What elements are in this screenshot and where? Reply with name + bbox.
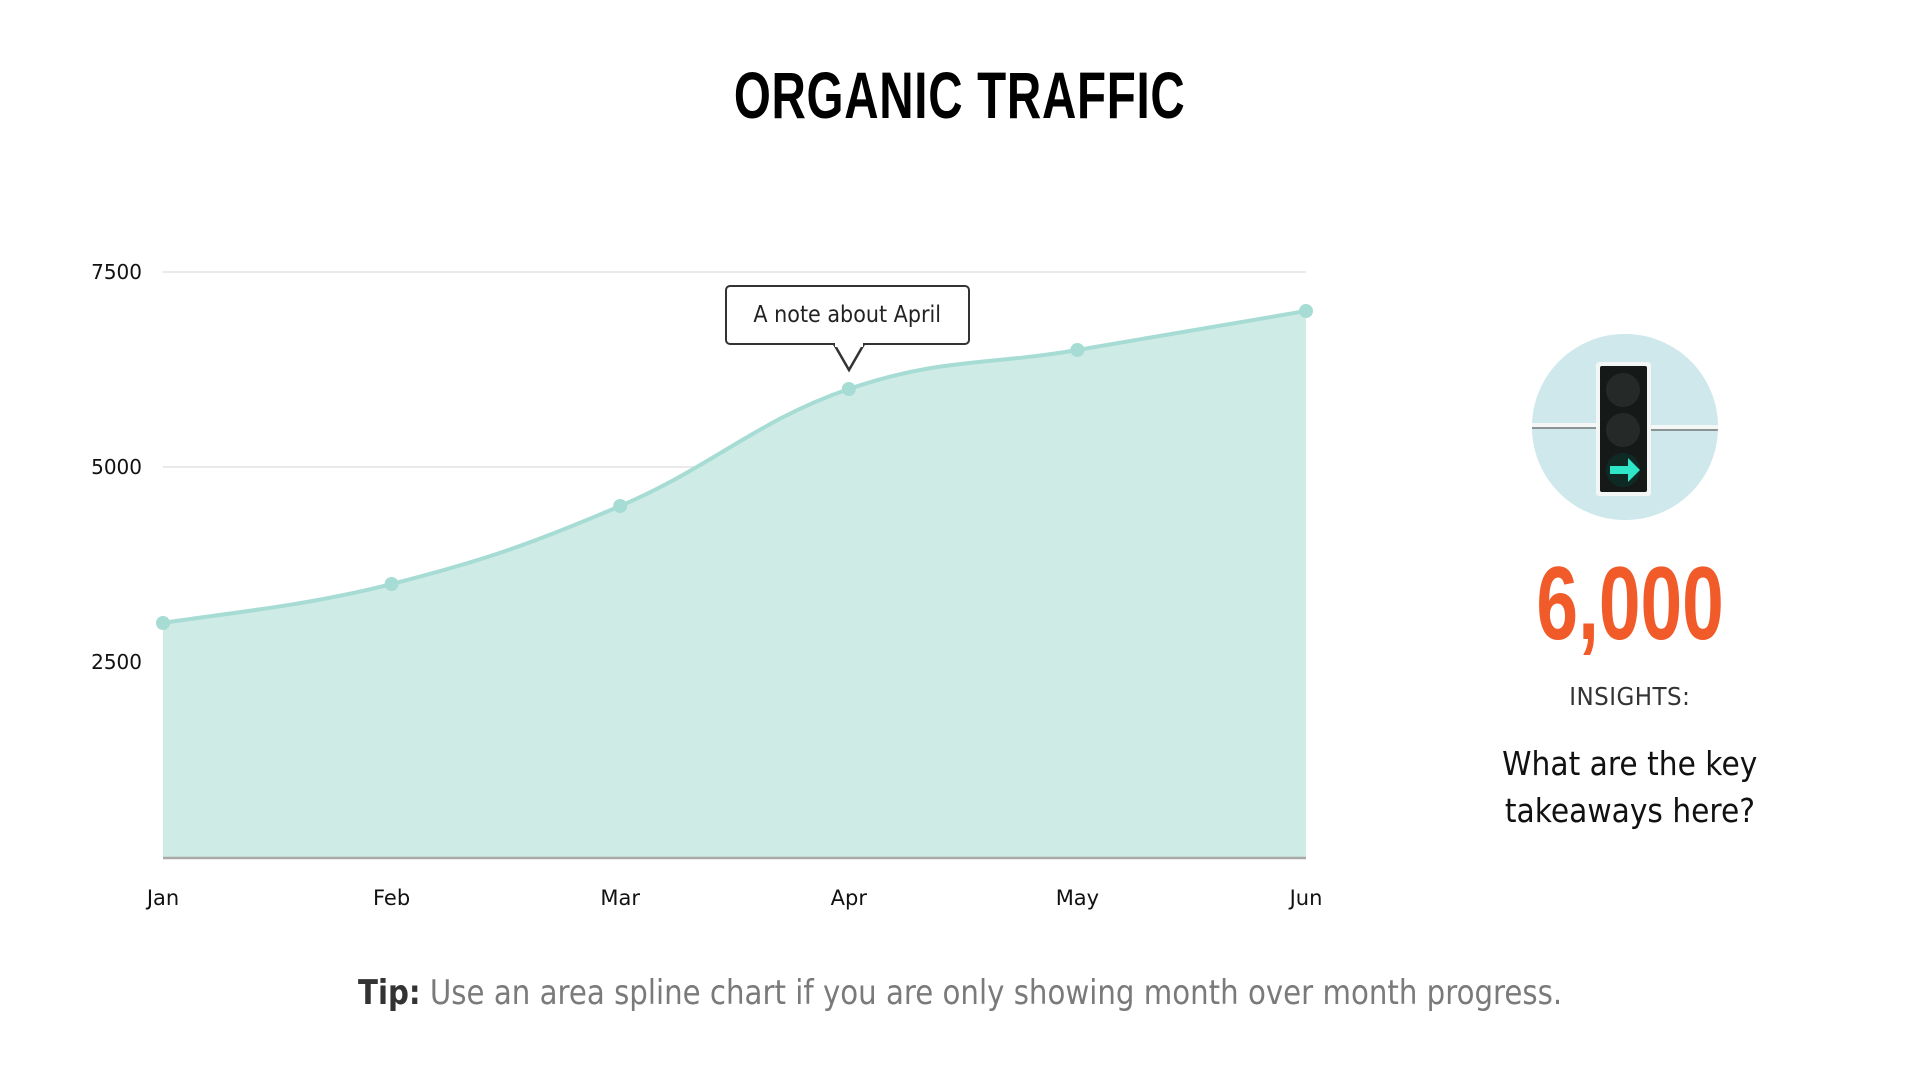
annotation-pointer-mask: [835, 341, 863, 347]
insights-question: What are the key takeaways here?: [1440, 740, 1820, 834]
x-tick-label: Jun: [1288, 886, 1323, 910]
data-point-apr[interactable]: [841, 382, 856, 396]
data-point-mar[interactable]: [613, 499, 628, 513]
page-title: ORGANIC TRAFFIC: [0, 62, 1920, 128]
x-tick-label: Jan: [145, 886, 179, 910]
x-axis-ticks: Jan Feb Mar Apr May Jun: [145, 886, 1323, 910]
x-tick-label: Apr: [831, 886, 868, 910]
big-number-value: 6,000: [1536, 546, 1724, 662]
x-tick-label: Feb: [373, 886, 410, 910]
data-markers: [156, 304, 1313, 630]
insights-question-line1: What are the key: [1502, 744, 1758, 783]
tip-text: Tip: Use an area spline chart if you are…: [0, 973, 1920, 1013]
y-tick-label: 7500: [91, 260, 142, 284]
annotation-pointer: [832, 343, 866, 373]
area-fill: [163, 311, 1306, 857]
insights-question-line2: takeaways here?: [1504, 791, 1756, 830]
tip-body: Use an area spline chart if you are only…: [429, 973, 1563, 1013]
x-tick-label: May: [1056, 886, 1099, 910]
annotation-april: A note about April: [725, 285, 970, 345]
page-title-text: ORGANIC TRAFFIC: [734, 58, 1186, 132]
y-axis-ticks: 2500 5000 7500: [91, 260, 142, 674]
data-point-jan[interactable]: [156, 616, 170, 630]
data-point-jun[interactable]: [1299, 304, 1313, 318]
insights-label: INSIGHTS:: [1440, 682, 1820, 711]
data-point-feb[interactable]: [384, 577, 399, 591]
y-tick-label: 2500: [91, 650, 142, 674]
traffic-light-icon: [1532, 334, 1718, 520]
big-number: 6,000: [1440, 552, 1820, 656]
y-tick-label: 5000: [91, 455, 142, 479]
tip-label: Tip:: [357, 973, 421, 1013]
data-point-may[interactable]: [1070, 343, 1085, 357]
traffic-light-graphic: [1532, 334, 1718, 520]
series-line: [162, 309, 1307, 625]
insights-label-text: INSIGHTS:: [1569, 682, 1691, 711]
x-tick-label: Mar: [600, 886, 640, 910]
annotation-text: A note about April: [753, 302, 942, 328]
